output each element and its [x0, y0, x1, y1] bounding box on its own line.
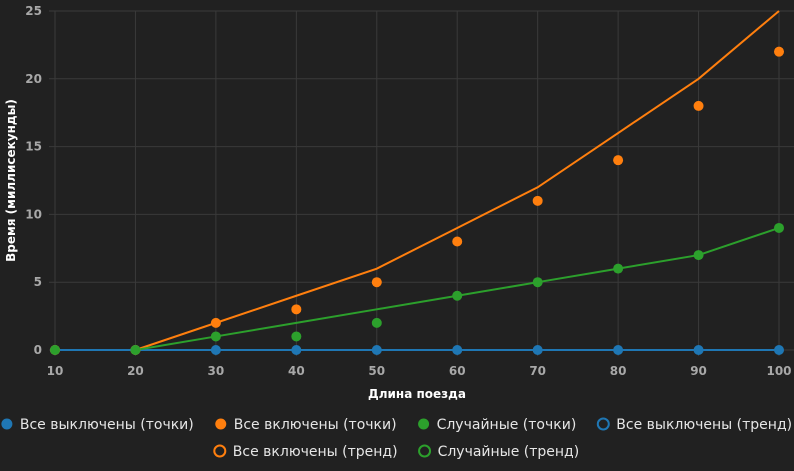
legend-label: Все выключены (точки) [20, 417, 194, 433]
data-point-series-1 [613, 155, 624, 166]
legend-marker-hollow [213, 444, 227, 458]
legend-label: Все включены (тренд) [233, 444, 398, 460]
data-point-series-0 [532, 345, 543, 355]
y-tick-label: 5 [34, 275, 42, 289]
trend-line-series-4 [135, 10, 780, 351]
data-point-series-0 [693, 345, 704, 355]
legend-marker-filled [1, 418, 13, 430]
x-tick-label: 90 [690, 364, 707, 378]
data-point-series-1 [210, 317, 221, 328]
grid [49, 10, 794, 356]
legend-label: Случайные (тренд) [438, 444, 580, 460]
data-point-series-0 [210, 345, 221, 355]
legend-marker-filled [418, 418, 430, 430]
data-point-series-1 [774, 46, 784, 57]
legend-item[interactable]: Случайные (тренд) [418, 444, 580, 460]
legend-item[interactable]: Все включены (точки) [215, 417, 397, 433]
data-point-series-0 [452, 345, 463, 355]
data-point-series-2 [130, 345, 141, 355]
data-point-series-2 [613, 263, 624, 274]
legend-marker-hollow [418, 444, 432, 458]
y-axis-ticks: 0 5 10 15 20 25 [25, 4, 42, 357]
y-tick-label: 0 [34, 343, 42, 357]
y-tick-label: 15 [25, 140, 42, 154]
legend-label: Все выключены (тренд) [616, 417, 792, 433]
data-point-series-2 [693, 250, 704, 261]
data-point-series-1 [291, 304, 302, 315]
x-tick-label: 60 [449, 364, 466, 378]
legend-label: Случайные (точки) [437, 417, 577, 433]
data-point-series-2 [452, 290, 463, 301]
x-tick-label: 20 [127, 364, 144, 378]
y-tick-label: 10 [25, 207, 42, 221]
trend-lines [55, 10, 780, 351]
legend: Все выключены (точки) Все включены (точки… [1, 417, 792, 460]
legend-item[interactable]: Все выключены (точки) [1, 417, 194, 433]
legend-item[interactable]: Все включены (тренд) [213, 444, 398, 460]
data-point-series-1 [371, 277, 382, 288]
data-point-series-1 [693, 100, 704, 111]
data-point-series-2 [371, 317, 382, 328]
legend-item[interactable]: Все выключены (тренд) [596, 417, 792, 433]
data-point-series-0 [291, 345, 302, 355]
data-point-series-2 [50, 345, 60, 355]
legend-marker-hollow [596, 417, 610, 431]
data-point-series-0 [371, 345, 382, 355]
data-point-series-2 [210, 331, 221, 342]
data-point-series-1 [532, 195, 543, 206]
x-tick-label: 70 [529, 364, 546, 378]
legend-marker-filled [215, 418, 227, 430]
legend-label: Все включены (точки) [234, 417, 397, 433]
data-points [50, 46, 784, 355]
data-point-series-0 [613, 345, 624, 355]
data-point-series-1 [452, 236, 463, 247]
legend-item[interactable]: Случайные (точки) [418, 417, 576, 433]
x-tick-label: 100 [766, 364, 791, 378]
x-tick-label: 80 [610, 364, 627, 378]
y-tick-label: 20 [25, 72, 42, 86]
x-tick-label: 10 [47, 364, 64, 378]
y-axis-title: Время (миллисекунды) [4, 99, 18, 262]
x-tick-label: 50 [368, 364, 385, 378]
x-axis-title: Длина поезда [368, 387, 466, 401]
y-tick-label: 25 [25, 4, 42, 18]
data-point-series-2 [291, 331, 302, 342]
data-point-series-0 [774, 345, 784, 355]
data-point-series-2 [774, 222, 784, 233]
data-point-series-2 [532, 277, 543, 288]
x-tick-label: 30 [208, 364, 225, 378]
x-axis-ticks: 10 20 30 40 50 60 70 80 90 100 [47, 364, 792, 378]
x-tick-label: 40 [288, 364, 305, 378]
